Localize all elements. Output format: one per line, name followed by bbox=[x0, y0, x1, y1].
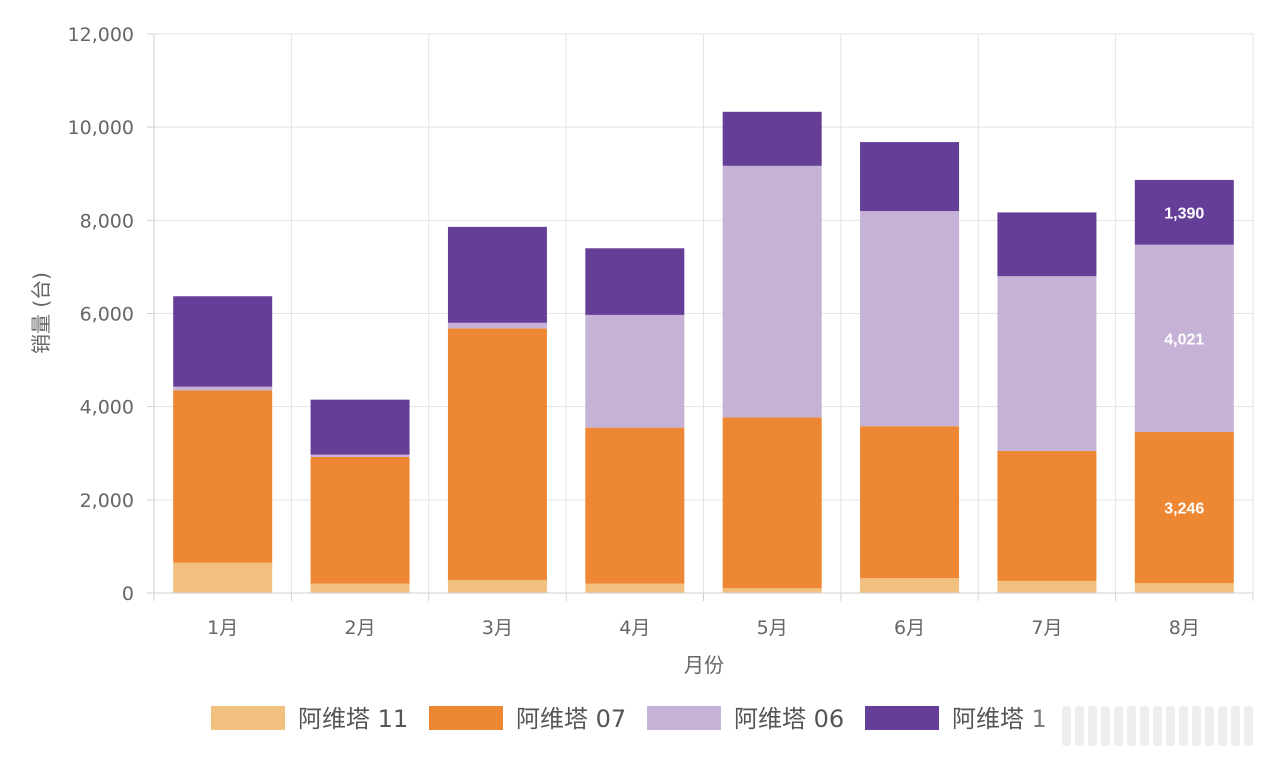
y-tick-label: 4,000 bbox=[80, 397, 134, 419]
bar-segment bbox=[447, 226, 547, 323]
bar-segment bbox=[722, 417, 822, 589]
x-tick-label: 2月 bbox=[345, 617, 376, 639]
legend-overlay-stripe bbox=[1244, 706, 1253, 746]
y-tick-labels: 0 2,000 4,000 6,000 8,000 10,000 12,000 bbox=[68, 24, 134, 605]
legend-overlay-stripe bbox=[1062, 706, 1071, 746]
x-axis-title: 月份 bbox=[684, 653, 724, 677]
legend-label: 阿维塔 06 bbox=[734, 705, 844, 733]
bar-segment bbox=[585, 427, 685, 584]
bar-segment bbox=[860, 578, 960, 593]
legend-swatch bbox=[211, 706, 285, 730]
axes bbox=[147, 33, 1254, 601]
y-tick-label: 8,000 bbox=[80, 210, 134, 232]
bar-segment bbox=[1134, 179, 1234, 245]
data-label: 1,390 bbox=[1164, 205, 1204, 222]
legend-overlay-stripe bbox=[1101, 706, 1110, 746]
bar-segment bbox=[722, 588, 822, 593]
bar-segment bbox=[1134, 432, 1234, 584]
legend-overlay-stripe bbox=[1166, 706, 1175, 746]
y-tick-label: 6,000 bbox=[80, 304, 134, 326]
grid-lines bbox=[153, 33, 1254, 593]
data-label: 4,021 bbox=[1164, 331, 1204, 348]
x-tick-label: 5月 bbox=[757, 617, 788, 639]
bar-segment bbox=[310, 454, 410, 457]
x-tick-labels: 1月 2月 3月 4月 5月 6月 7月 8月 bbox=[207, 617, 1200, 639]
bar-segment bbox=[173, 390, 273, 563]
legend-label: 阿维塔 07 bbox=[516, 705, 626, 733]
legend-overlay-stripe bbox=[1114, 706, 1123, 746]
legend-overlay-stripe bbox=[1088, 706, 1097, 746]
bar-segment bbox=[447, 322, 547, 329]
legend-label: 阿维塔 11 bbox=[298, 705, 408, 733]
legend-overlay-stripe bbox=[1153, 706, 1162, 746]
x-tick-label: 7月 bbox=[1031, 617, 1062, 639]
legend-swatch bbox=[647, 706, 721, 730]
legend-swatch bbox=[865, 706, 939, 730]
bar-segment bbox=[860, 211, 960, 427]
y-axis-title: 销量 (台) bbox=[29, 272, 53, 354]
bar-segment bbox=[1134, 244, 1234, 433]
data-label: 3,246 bbox=[1164, 501, 1204, 518]
bar-segment bbox=[447, 328, 547, 580]
bar-segment bbox=[310, 583, 410, 593]
legend-overlay-stripe bbox=[1140, 706, 1149, 746]
bar-segment bbox=[997, 580, 1097, 593]
legend-overlay-stripe bbox=[1205, 706, 1214, 746]
bar-segment bbox=[173, 562, 273, 593]
x-tick-label: 3月 bbox=[482, 617, 513, 639]
bar-segment bbox=[722, 111, 822, 166]
x-tick-label: 8月 bbox=[1169, 617, 1200, 639]
y-tick-label: 2,000 bbox=[80, 490, 134, 512]
bar-segment bbox=[1134, 583, 1234, 593]
bar-segment bbox=[722, 165, 822, 418]
y-tick-label: 0 bbox=[122, 583, 134, 605]
bar-segment bbox=[173, 296, 273, 387]
bar-segment bbox=[310, 399, 410, 455]
bar-segment bbox=[585, 583, 685, 593]
bar-segment bbox=[997, 212, 1097, 277]
bar-segment bbox=[860, 426, 960, 579]
legend-overlay-stripe bbox=[1075, 706, 1084, 746]
legend-overlay-stripe bbox=[1179, 706, 1188, 746]
bars-group bbox=[173, 111, 1234, 593]
legend: 阿维塔 11 阿维塔 07 阿维塔 06 阿维塔 1 bbox=[211, 700, 1280, 746]
x-tick-label: 1月 bbox=[207, 617, 238, 639]
x-tick-label: 4月 bbox=[619, 617, 650, 639]
y-tick-label: 12,000 bbox=[68, 24, 134, 46]
bar-segment bbox=[997, 276, 1097, 451]
bar-segment bbox=[310, 456, 410, 584]
legend-overlay-stripe bbox=[1192, 706, 1201, 746]
bar-segment bbox=[447, 579, 547, 593]
bar-segment bbox=[997, 450, 1097, 581]
y-tick-label: 10,000 bbox=[68, 117, 134, 139]
legend-overlay-stripe bbox=[1218, 706, 1227, 746]
data-labels: 3,246 4,021 1,390 bbox=[1164, 205, 1204, 517]
x-tick-label: 6月 bbox=[894, 617, 925, 639]
bar-segment bbox=[585, 314, 685, 428]
bar-segment bbox=[585, 248, 685, 315]
bar-segment bbox=[860, 142, 960, 212]
legend-overlay-stripe bbox=[1231, 706, 1240, 746]
bar-segment bbox=[173, 386, 273, 391]
legend-swatch bbox=[429, 706, 503, 730]
legend-overlay-stripe bbox=[1127, 706, 1136, 746]
